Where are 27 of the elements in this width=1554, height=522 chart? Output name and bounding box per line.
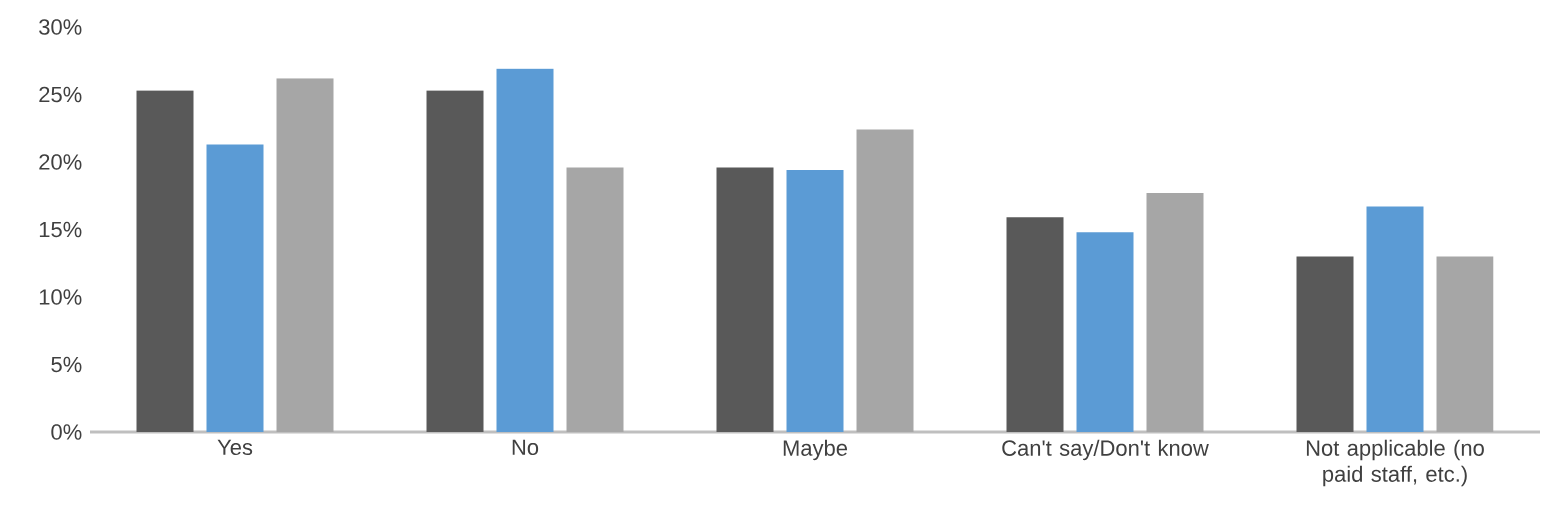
x-tick-label: Not applicable (no paid staff, etc.)	[1306, 439, 1484, 487]
bar	[786, 170, 844, 432]
y-tick-label: 15%	[39, 221, 82, 238]
y-tick-label: 0%	[51, 424, 82, 440]
bar	[496, 68, 554, 432]
bar	[1076, 232, 1134, 432]
bar	[206, 144, 264, 432]
bar	[136, 90, 194, 432]
x-tick-label: Maybe	[783, 439, 848, 461]
bar	[1366, 206, 1424, 432]
x-tick-label: Yes	[217, 439, 253, 456]
y-tick-label: 20%	[39, 154, 82, 170]
bar	[1296, 256, 1354, 432]
bar	[1436, 256, 1494, 432]
bar	[566, 167, 624, 432]
bar	[426, 90, 484, 432]
y-tick-label: 30%	[39, 19, 82, 35]
y-tick-label: 10%	[39, 289, 82, 305]
y-tick-label: 5%	[51, 356, 82, 373]
x-tick-label: Can't say/Don't know	[1002, 439, 1209, 461]
bar	[856, 129, 914, 432]
bar	[1006, 217, 1064, 432]
bar	[716, 167, 774, 432]
x-tick-label: No	[512, 439, 539, 456]
bar	[1146, 193, 1204, 432]
y-tick-label: 25%	[39, 86, 82, 103]
bar	[276, 78, 334, 432]
